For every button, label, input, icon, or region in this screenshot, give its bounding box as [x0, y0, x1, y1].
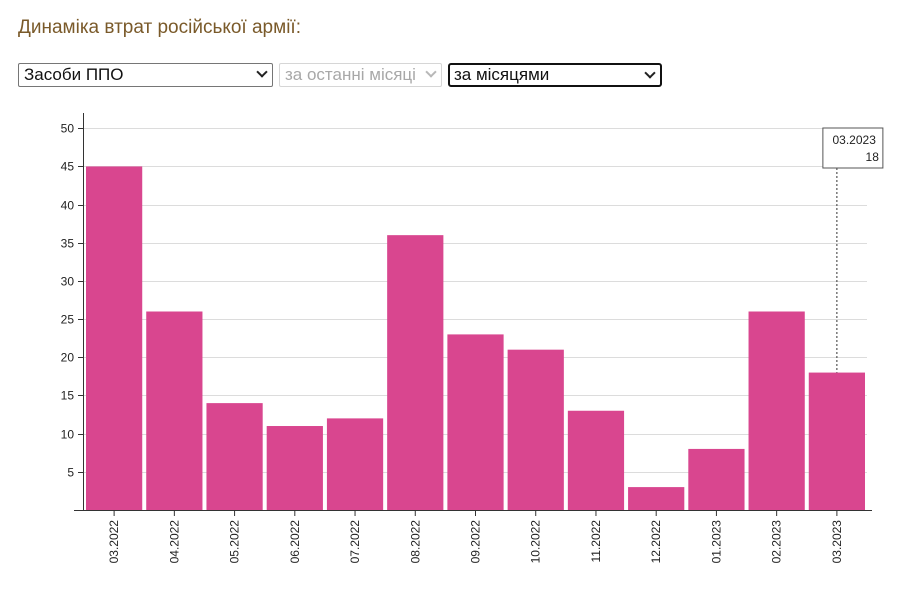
x-tick: 03.2023 — [830, 510, 844, 563]
bar[interactable] — [266, 426, 323, 510]
tooltip-box — [822, 127, 884, 169]
bar[interactable] — [387, 235, 444, 510]
x-tick: 12.2022 — [649, 510, 663, 563]
x-tick-label: 10.2022 — [529, 520, 543, 564]
y-tick-label: 5 — [67, 466, 74, 480]
y-tick-label: 40 — [61, 199, 75, 213]
y-axis: 5 10 15 20 25 30 35 40 45 50 — [61, 113, 84, 510]
y-tick-label: 10 — [61, 428, 75, 442]
x-tick-label: 05.2022 — [228, 520, 242, 564]
x-tick-label: 07.2022 — [348, 520, 362, 564]
bar[interactable] — [507, 349, 564, 510]
bar[interactable] — [326, 418, 384, 510]
x-tick: 01.2023 — [709, 510, 723, 563]
bar[interactable] — [688, 448, 745, 510]
x-tick: 04.2022 — [167, 510, 181, 563]
page-title: Динаміка втрат російської армії: — [18, 17, 301, 38]
y-tick-label: 45 — [61, 160, 75, 174]
x-tick-label: 04.2022 — [167, 520, 181, 564]
x-tick-label: 09.2022 — [469, 520, 483, 564]
bar[interactable] — [206, 403, 263, 510]
bar[interactable] — [808, 372, 865, 510]
y-tick: 45 — [61, 160, 84, 174]
tooltip-label: 03.2023 — [832, 133, 876, 147]
y-tick: 20 — [61, 351, 84, 365]
y-tick-label: 25 — [61, 313, 75, 327]
x-tick: 05.2022 — [228, 510, 242, 563]
bar[interactable] — [748, 311, 805, 511]
y-tick: 35 — [61, 237, 84, 251]
x-tick: 03.2022 — [107, 510, 121, 563]
category-select-value: Засоби ППО — [24, 65, 124, 84]
x-tick: 02.2023 — [770, 510, 784, 563]
y-tick: 5 — [67, 466, 84, 480]
tooltip-value: 18 — [866, 150, 880, 164]
tooltip: 03.2023 18 — [822, 127, 884, 373]
x-tick: 07.2022 — [348, 510, 362, 563]
y-tick: 30 — [61, 275, 84, 289]
y-tick-label: 35 — [61, 237, 75, 251]
y-tick-label: 20 — [61, 351, 75, 365]
x-tick: 08.2022 — [408, 510, 422, 563]
period-select-value: за останні місяці — [285, 65, 416, 84]
bars — [86, 166, 865, 510]
x-tick: 10.2022 — [529, 510, 543, 563]
bar[interactable] — [567, 410, 625, 510]
x-tick-label: 06.2022 — [288, 520, 302, 564]
y-tick-label: 15 — [61, 389, 75, 403]
y-tick: 40 — [61, 199, 84, 213]
y-tick: 15 — [61, 389, 84, 403]
x-tick: 06.2022 — [288, 510, 302, 563]
period-select[interactable]: за останні місяці — [279, 63, 442, 87]
x-tick-label: 02.2023 — [770, 520, 784, 564]
y-tick: 10 — [61, 428, 84, 442]
x-tick-label: 03.2023 — [830, 520, 844, 564]
y-tick-label: 50 — [61, 122, 75, 136]
y-tick-label: 30 — [61, 275, 75, 289]
x-tick-label: 11.2022 — [589, 520, 603, 563]
x-tick: 09.2022 — [469, 510, 483, 563]
x-tick: 11.2022 — [589, 510, 603, 563]
x-tick-label: 08.2022 — [408, 520, 422, 564]
x-tick-label: 01.2023 — [709, 520, 723, 564]
x-tick-label: 12.2022 — [649, 520, 663, 564]
grouping-select-value: за місяцями — [454, 65, 550, 84]
y-tick: 25 — [61, 313, 84, 327]
x-axis: 03.2022 04.2022 05.2022 06.2022 07.2022 08.20… — [74, 510, 872, 563]
y-tick: 50 — [61, 122, 84, 136]
bar[interactable] — [146, 311, 203, 511]
bar[interactable] — [86, 166, 143, 510]
bar[interactable] — [628, 487, 685, 510]
grouping-select[interactable]: за місяцями — [448, 63, 662, 87]
x-tick-label: 03.2022 — [107, 520, 121, 564]
bar[interactable] — [447, 334, 504, 510]
category-select[interactable]: Засоби ППО — [18, 63, 273, 87]
